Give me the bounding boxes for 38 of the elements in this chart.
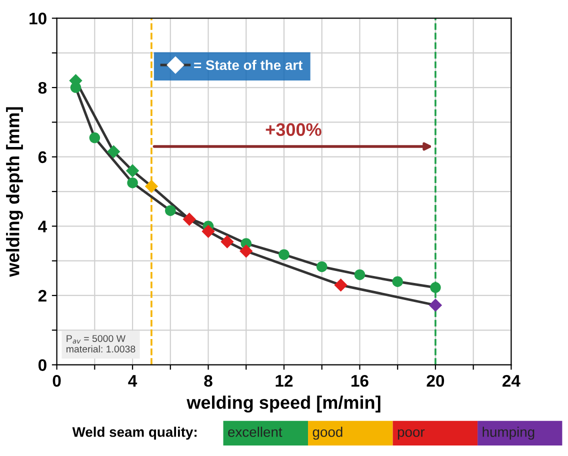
annotation: P$_{av}$ = 5000 W material: 1.0038 xyxy=(66,335,136,352)
point xyxy=(127,177,138,188)
x-tick-label: 8 xyxy=(204,374,212,387)
y-tick-label: 0 xyxy=(38,359,46,372)
category-label: humping xyxy=(482,426,534,440)
point xyxy=(334,278,348,292)
y-tick-label: 10 xyxy=(30,12,46,24)
point xyxy=(202,224,215,238)
point xyxy=(392,276,403,288)
y-tick-label: 4 xyxy=(38,220,47,232)
y-tick-label: 6 xyxy=(38,151,46,164)
point xyxy=(220,235,234,248)
text: Weld seam quality: xyxy=(72,426,197,440)
point xyxy=(165,205,176,216)
y-axis-title: welding depth [mm] xyxy=(6,107,23,277)
point xyxy=(144,180,158,193)
point xyxy=(278,249,290,260)
point xyxy=(89,132,100,144)
x-tick-label: 4 xyxy=(128,375,138,387)
y-tick-label: 8 xyxy=(38,82,47,94)
point xyxy=(316,261,328,272)
category-label: excellent xyxy=(228,426,282,437)
x-tick-label: 16 xyxy=(352,374,368,387)
point xyxy=(182,212,196,226)
y-tick-label: 2 xyxy=(38,290,46,302)
legend-label: = State of the art xyxy=(194,60,303,70)
point xyxy=(354,269,366,280)
category-label: poor xyxy=(398,429,425,440)
point xyxy=(428,298,442,312)
annotation: +300% xyxy=(266,123,322,136)
x-axis-title: welding speed [m/min] xyxy=(186,396,380,413)
point xyxy=(240,244,253,258)
x-tick-label: 0 xyxy=(52,374,61,387)
x-tick-label: 24 xyxy=(502,374,520,387)
point xyxy=(430,282,441,293)
x-tick-label: 20 xyxy=(426,374,444,387)
category-label: good xyxy=(312,426,342,440)
x-tick-label: 12 xyxy=(276,374,293,387)
